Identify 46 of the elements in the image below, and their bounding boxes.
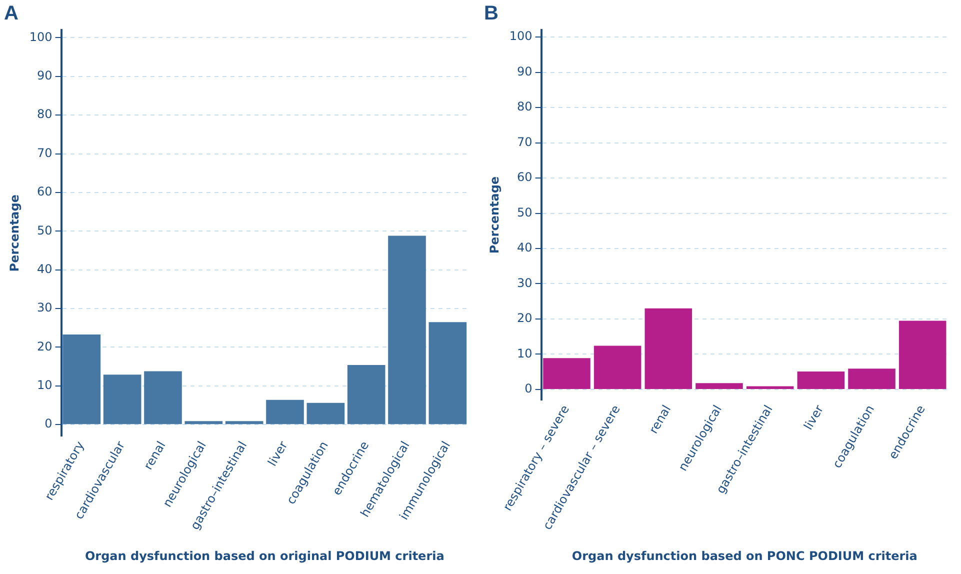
y-tick-label: 50 [37,223,52,238]
y-tick-label: 70 [517,134,532,149]
bar [797,371,845,389]
bar [696,383,743,389]
y-tick-label: 10 [517,346,532,360]
bar [347,365,386,424]
y-tick-label: 20 [517,311,532,326]
y-tick-label: 50 [517,205,532,220]
y-tick-label: 30 [517,276,532,290]
y-tick-label: 80 [37,107,52,122]
bar [103,374,142,424]
chart-title: A [4,2,18,25]
y-tick-label: 40 [517,240,532,255]
chart-title: B [484,2,498,25]
y-tick-label: 0 [44,416,52,431]
x-axis-title: Organ dysfunction based on PONC PODIUM criteria [572,548,918,563]
bar [746,386,794,389]
bar [594,346,642,389]
bar [898,320,946,389]
y-tick-label: 10 [37,378,52,392]
bar [848,368,896,389]
y-tick-label: 40 [37,262,52,276]
x-axis-title: Organ dysfunction based on original PODIUM criteria [84,548,444,563]
bar [543,358,590,389]
bar [644,308,692,389]
bar [62,334,101,424]
y-tick-label: 90 [517,64,532,78]
y-tick-label: 70 [37,146,52,160]
y-tick-label: 100 [509,29,532,44]
bar [184,421,223,424]
y-tick-label: 90 [37,68,52,83]
bar [266,400,304,424]
y-tick-label: 80 [517,100,532,114]
y-axis-title: Percentage [487,176,502,254]
bar [388,236,426,424]
y-tick-label: 60 [37,184,52,199]
y-tick-label: 20 [37,339,52,354]
bar [306,402,345,424]
y-tick-label: 60 [517,170,532,184]
y-tick-label: 0 [524,382,532,396]
bar [225,421,264,424]
y-tick-label: 30 [37,300,52,315]
y-axis-title: Percentage [7,194,22,272]
bar [428,322,467,424]
y-tick-label: 100 [29,30,52,44]
bar [144,371,182,424]
